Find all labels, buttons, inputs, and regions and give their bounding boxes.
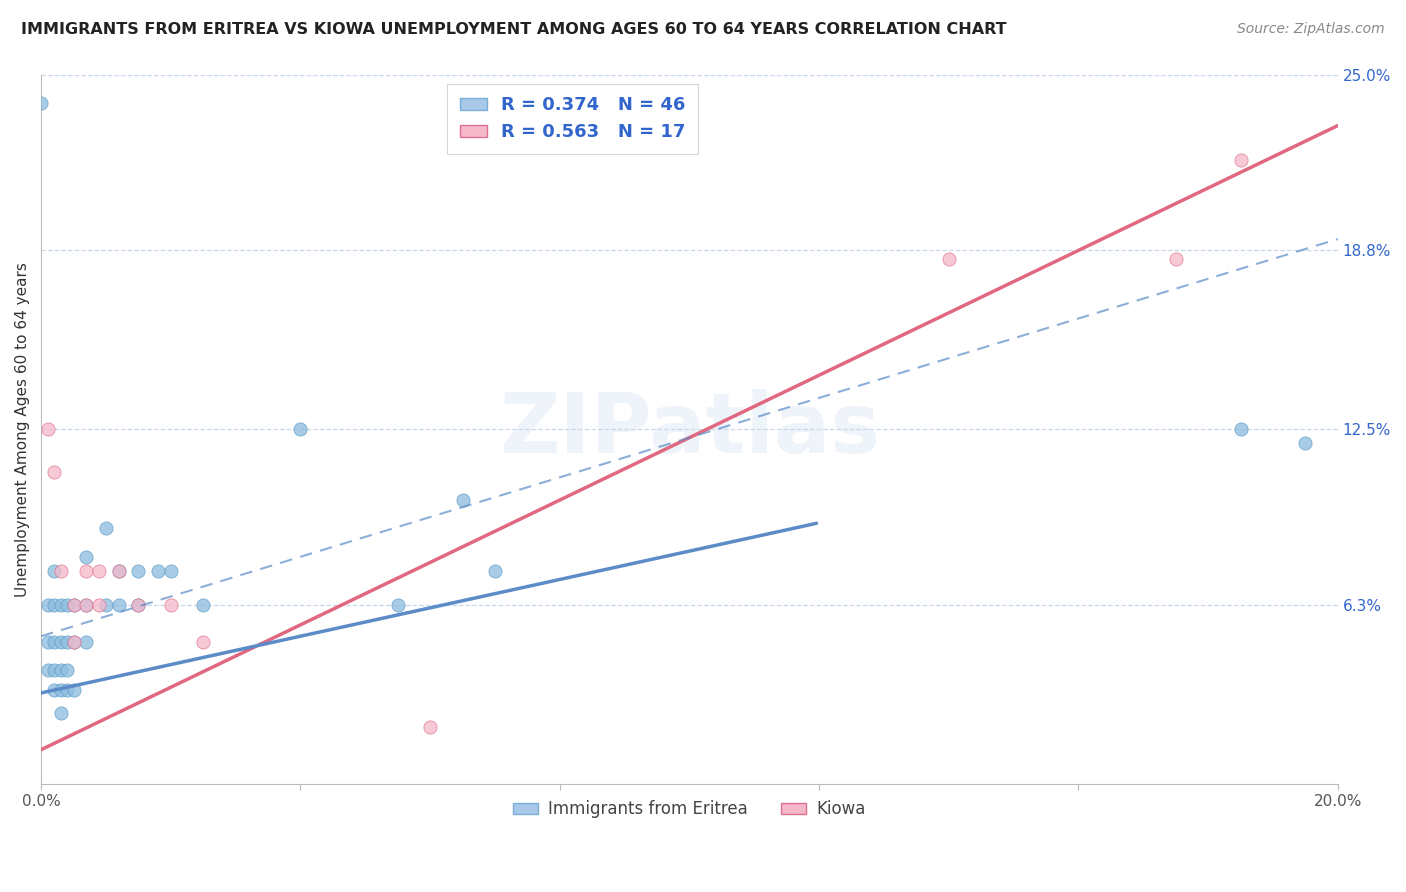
Point bbox=[42, 598, 65, 612]
Point bbox=[76, 598, 98, 612]
Point bbox=[484, 564, 506, 578]
Point bbox=[62, 598, 84, 612]
Point bbox=[30, 95, 52, 110]
Text: IMMIGRANTS FROM ERITREA VS KIOWA UNEMPLOYMENT AMONG AGES 60 TO 64 YEARS CORRELAT: IMMIGRANTS FROM ERITREA VS KIOWA UNEMPLO… bbox=[21, 22, 1007, 37]
Point bbox=[37, 598, 59, 612]
Point bbox=[1294, 436, 1316, 450]
Point bbox=[49, 635, 72, 649]
Point bbox=[76, 635, 98, 649]
Point bbox=[56, 635, 79, 649]
Point bbox=[37, 663, 59, 677]
Point bbox=[37, 635, 59, 649]
Point bbox=[42, 635, 65, 649]
Point bbox=[127, 564, 149, 578]
Point bbox=[1229, 422, 1251, 436]
Point bbox=[42, 564, 65, 578]
Point bbox=[108, 564, 131, 578]
Point bbox=[419, 720, 441, 734]
Point bbox=[159, 564, 181, 578]
Point bbox=[62, 635, 84, 649]
Point bbox=[42, 663, 65, 677]
Point bbox=[94, 521, 117, 535]
Point bbox=[108, 564, 131, 578]
Point bbox=[62, 598, 84, 612]
Point bbox=[62, 683, 84, 698]
Text: ZIPatlas: ZIPatlas bbox=[499, 389, 880, 469]
Y-axis label: Unemployment Among Ages 60 to 64 years: Unemployment Among Ages 60 to 64 years bbox=[15, 261, 30, 597]
Point bbox=[42, 683, 65, 698]
Point bbox=[1164, 252, 1187, 266]
Point bbox=[62, 635, 84, 649]
Point bbox=[146, 564, 169, 578]
Point bbox=[76, 564, 98, 578]
Point bbox=[159, 598, 181, 612]
Point bbox=[127, 598, 149, 612]
Point bbox=[49, 663, 72, 677]
Point bbox=[89, 564, 111, 578]
Point bbox=[108, 598, 131, 612]
Legend: Immigrants from Eritrea, Kiowa: Immigrants from Eritrea, Kiowa bbox=[506, 794, 872, 825]
Point bbox=[42, 465, 65, 479]
Point bbox=[56, 683, 79, 698]
Point bbox=[94, 598, 117, 612]
Point bbox=[49, 564, 72, 578]
Point bbox=[1229, 153, 1251, 167]
Point bbox=[290, 422, 312, 436]
Point bbox=[451, 493, 474, 508]
Point bbox=[387, 598, 409, 612]
Point bbox=[193, 598, 215, 612]
Text: Source: ZipAtlas.com: Source: ZipAtlas.com bbox=[1237, 22, 1385, 37]
Point bbox=[76, 549, 98, 564]
Point bbox=[56, 598, 79, 612]
Point bbox=[49, 683, 72, 698]
Point bbox=[89, 598, 111, 612]
Point bbox=[76, 598, 98, 612]
Point bbox=[56, 663, 79, 677]
Point bbox=[49, 598, 72, 612]
Point bbox=[49, 706, 72, 720]
Point bbox=[37, 422, 59, 436]
Point bbox=[193, 635, 215, 649]
Point bbox=[127, 598, 149, 612]
Point bbox=[938, 252, 960, 266]
